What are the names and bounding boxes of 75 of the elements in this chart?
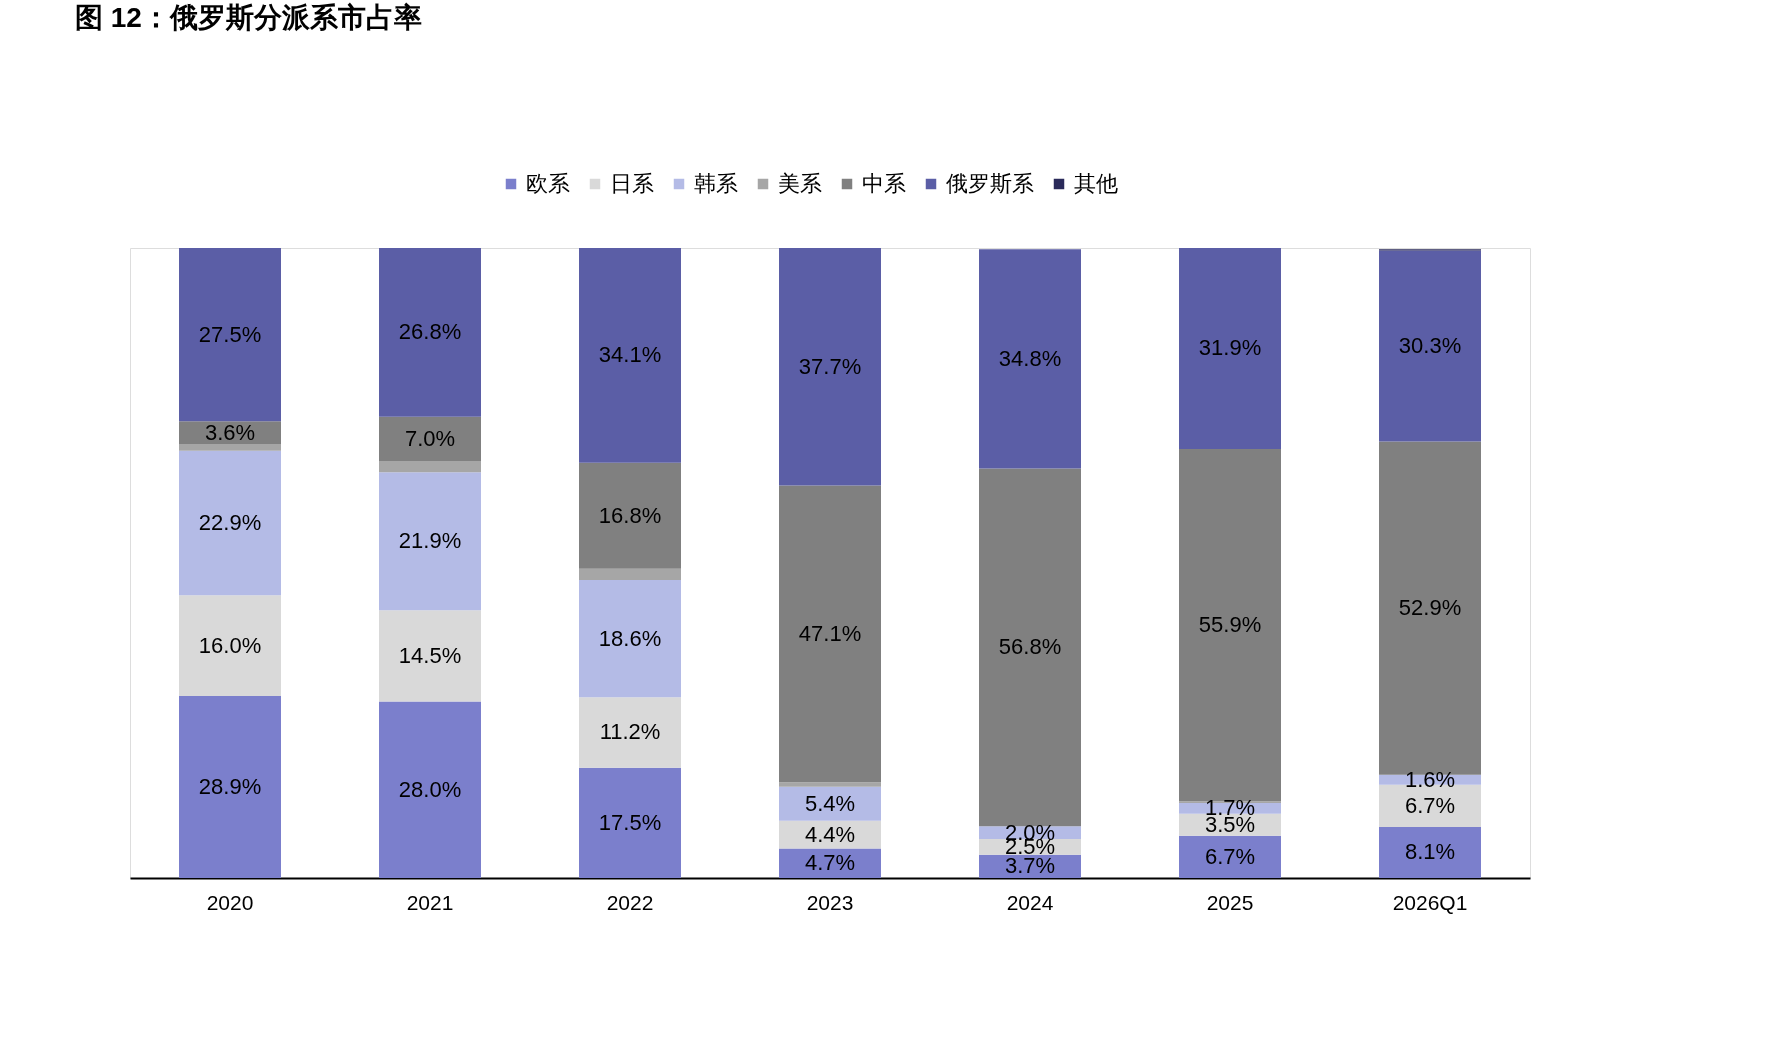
bar xyxy=(379,472,481,611)
legend-label: 日系 xyxy=(610,171,654,196)
legend-label: 俄罗斯系 xyxy=(946,171,1034,196)
x-tick-label: 2022 xyxy=(606,890,654,914)
bar xyxy=(179,450,281,596)
data-label: 4.7% xyxy=(804,850,856,876)
bar xyxy=(779,848,881,878)
bar xyxy=(779,782,881,787)
data-label: 52.9% xyxy=(1398,595,1462,621)
bar xyxy=(979,249,1081,469)
legend-label: 美系 xyxy=(778,171,822,196)
bar xyxy=(1179,835,1281,878)
data-label: 1.6% xyxy=(1404,766,1456,792)
data-label: 31.9% xyxy=(1198,335,1262,361)
bar xyxy=(579,767,681,878)
bar xyxy=(779,248,881,486)
data-label: 5.4% xyxy=(804,790,856,816)
data-label: 6.7% xyxy=(1404,792,1456,818)
x-tick-label: 2020 xyxy=(206,890,254,914)
data-label: 37.7% xyxy=(798,353,862,379)
data-label: 18.6% xyxy=(598,625,662,651)
data-label: 55.9% xyxy=(1198,612,1262,638)
bar xyxy=(379,701,481,878)
bar xyxy=(979,468,1081,827)
data-label: 28.9% xyxy=(198,773,262,799)
bar xyxy=(1379,250,1481,442)
bar xyxy=(779,786,881,821)
data-label: 14.5% xyxy=(398,642,462,668)
data-label: 34.1% xyxy=(598,342,662,368)
bar xyxy=(579,568,681,581)
chart-title: 图 12：俄罗斯分派系市占率 xyxy=(75,2,422,33)
data-label: 26.8% xyxy=(398,319,462,345)
data-label: 8.1% xyxy=(1404,839,1456,865)
bar xyxy=(1179,448,1281,802)
bar xyxy=(379,610,481,702)
data-label: 16.8% xyxy=(598,502,662,528)
bar xyxy=(179,595,281,696)
x-tick-label: 2023 xyxy=(806,890,854,914)
data-label: 47.1% xyxy=(798,620,862,646)
data-label: 4.4% xyxy=(804,821,856,847)
bar xyxy=(379,416,481,461)
data-label: 27.5% xyxy=(198,321,262,347)
bar xyxy=(179,695,281,878)
x-tick-label: 2024 xyxy=(1006,890,1054,914)
bar xyxy=(579,580,681,698)
bar xyxy=(579,697,681,768)
data-label: 21.9% xyxy=(398,528,462,554)
data-label: 16.0% xyxy=(198,632,262,658)
bar xyxy=(179,248,281,422)
bar xyxy=(779,485,881,783)
data-label: 17.5% xyxy=(598,809,662,835)
data-label: 11.2% xyxy=(599,719,661,745)
legend-label: 韩系 xyxy=(694,171,738,196)
bar xyxy=(1379,826,1481,878)
bar xyxy=(579,248,681,463)
legend-label: 其他 xyxy=(1074,171,1118,196)
legend-label: 欧系 xyxy=(526,171,570,196)
data-label: 6.7% xyxy=(1204,843,1256,869)
data-label: 56.8% xyxy=(998,634,1062,660)
x-tick-label: 2021 xyxy=(406,890,454,914)
data-label: 22.9% xyxy=(198,509,262,535)
data-label: 3.6% xyxy=(204,419,256,445)
x-tick-label: 2026Q1 xyxy=(1392,890,1468,914)
data-label: 34.8% xyxy=(998,345,1062,371)
bar xyxy=(379,460,481,473)
legend-label: 中系 xyxy=(862,171,906,196)
bar xyxy=(379,248,481,417)
data-label: 28.0% xyxy=(398,776,462,802)
bar xyxy=(579,462,681,569)
data-label: 30.3% xyxy=(1398,332,1462,358)
x-tick-label: 2025 xyxy=(1206,890,1254,914)
data-label: 7.0% xyxy=(404,425,456,451)
bar xyxy=(1179,248,1281,449)
data-label: 3.7% xyxy=(1004,853,1056,879)
bar xyxy=(179,443,281,451)
